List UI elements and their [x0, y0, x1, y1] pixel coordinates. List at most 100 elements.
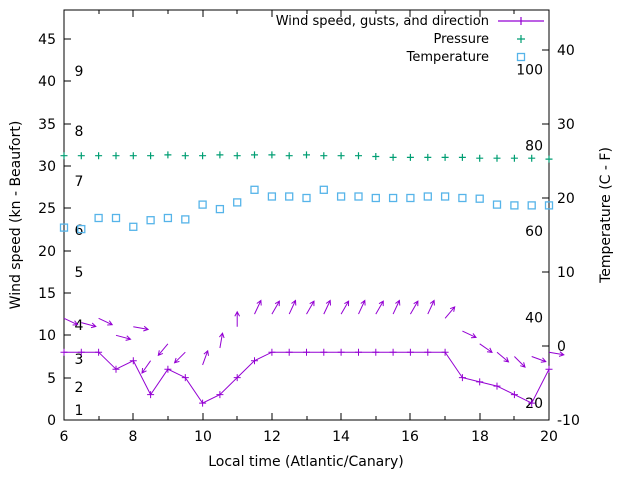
wind-speed-point [441, 348, 449, 356]
pressure-point [216, 151, 224, 159]
gust-direction-arrow [375, 300, 384, 315]
y-left-tick-label: 10 [38, 328, 56, 344]
wind-speed-point [147, 391, 155, 399]
pressure-point [406, 153, 414, 161]
x-tick-label: 8 [129, 429, 138, 445]
pressure-point [493, 154, 501, 162]
gust-direction-arrow [133, 325, 150, 332]
wind-speed-point [216, 391, 224, 399]
pressure-point [233, 152, 241, 160]
wind-speed-point [268, 348, 276, 356]
temperature-point [354, 192, 363, 201]
legend-label-wind: Wind speed, gusts, and direction [275, 13, 489, 29]
temperature-point [475, 194, 484, 203]
gust-direction-arrow [409, 300, 419, 315]
gust-direction-arrow [141, 360, 152, 374]
right-inner-scale-label: 80 [525, 139, 543, 155]
y-left-tick-label: 35 [38, 117, 56, 133]
pressure-series [60, 151, 553, 163]
legend-label-temperature: Temperature [406, 49, 489, 65]
x-tick-label: 6 [60, 429, 69, 445]
wind-speed-point [510, 391, 518, 399]
beaufort-scale-label: 3 [75, 352, 84, 368]
wind-speed-point [303, 348, 310, 356]
pressure-point [251, 151, 258, 159]
right-inner-scale-label: 40 [525, 311, 543, 327]
wind-speed-point [95, 348, 103, 356]
wind-speed-point [251, 357, 258, 365]
beaufort-scale-label: 4 [75, 318, 84, 334]
right-inner-scale-label: 20 [525, 396, 543, 412]
gust-direction-arrow [81, 322, 97, 329]
wind-speed-point [233, 374, 241, 382]
gust-direction-arrow [462, 330, 477, 339]
wind-speed-point [476, 378, 484, 386]
wind-speed-point [164, 365, 172, 373]
pressure-sample-glyph [517, 35, 525, 43]
beaufort-scale-label: 9 [75, 64, 84, 80]
pressure-point [199, 152, 207, 160]
y-axis-label-left: Wind speed (kn - Beaufort) [8, 120, 24, 310]
gust-direction-arrow [219, 332, 225, 349]
pressure-point [424, 153, 432, 161]
gust-direction-arrow [444, 306, 456, 319]
wind-speed-point [337, 348, 345, 356]
axis-tick-labels: 6 8 10 12 14 16 18 20051015202530354045-1001020… [38, 32, 580, 445]
gust-direction-arrow [548, 351, 565, 357]
gust-direction-arrow [479, 343, 493, 354]
wind-speed-point [372, 348, 380, 356]
y-left-tick-label: 15 [38, 286, 56, 302]
temperature-point [111, 213, 121, 223]
temperature-series [59, 185, 554, 234]
temperature-point [544, 201, 554, 210]
x-tick-label: 18 [471, 429, 489, 445]
wind-speed-point [199, 399, 207, 407]
temperature-point [510, 201, 519, 210]
wind-speed-point [60, 348, 68, 356]
gust-direction-arrow [427, 299, 435, 315]
right-inner-scale-label: 60 [525, 224, 543, 240]
wind-speed-line [64, 351, 550, 404]
pressure-point [458, 153, 466, 161]
wind-speed-point [424, 348, 432, 356]
pressure-point [545, 155, 553, 163]
gust-direction-arrow [173, 351, 186, 364]
temperature-point [285, 192, 294, 201]
temperature-point [406, 193, 415, 203]
gust-direction-arrow [115, 334, 132, 341]
plot-border [63, 9, 550, 421]
gust-direction-arrow [271, 300, 280, 315]
pressure-point [441, 153, 449, 161]
temperature-point [319, 185, 328, 194]
temperature-point [527, 201, 536, 210]
x-tick-label: 10 [194, 429, 212, 445]
y-left-tick-label: 20 [38, 244, 56, 260]
gust-direction-arrow [496, 351, 510, 363]
wind-speed-point [285, 348, 293, 356]
pressure-point [95, 152, 103, 160]
y-right-tick-label: 20 [557, 191, 575, 207]
y-left-tick-label: 45 [38, 32, 56, 48]
wind-speed-series [60, 348, 553, 407]
temperature-point [59, 223, 69, 232]
pressure-point [510, 154, 518, 162]
temperature-point [198, 200, 207, 209]
gust-direction-arrow [323, 299, 331, 315]
temperature-point [336, 192, 346, 201]
gust-direction-arrow [63, 317, 79, 326]
gust-direction-arrow [340, 300, 350, 315]
y-right-tick-label: 0 [557, 339, 566, 355]
legend-item-temperature: Temperature [407, 48, 545, 66]
pressure-point [147, 152, 155, 160]
y-left-tick-label: 30 [38, 159, 56, 175]
wind-speed-point [493, 382, 501, 390]
wind-speed-point [545, 365, 553, 373]
wind-speed-point [355, 348, 362, 356]
x-tick-label: 16 [401, 429, 419, 445]
pressure-point [372, 153, 380, 160]
pressure-point [528, 154, 536, 162]
legend: Wind speed, gusts, and direction Pressur… [276, 12, 545, 66]
y-axis-label-right: Temperature (C - F) [598, 147, 614, 283]
pressure-point [164, 151, 172, 159]
